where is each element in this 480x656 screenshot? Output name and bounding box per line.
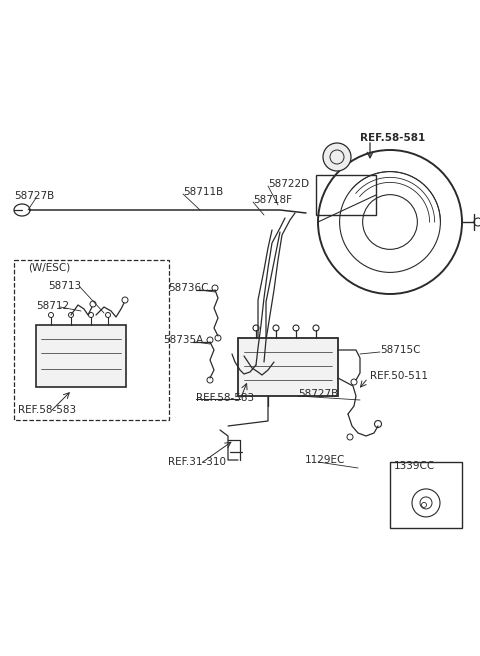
Circle shape xyxy=(323,143,351,171)
Text: 1129EC: 1129EC xyxy=(305,455,346,465)
Text: 58715C: 58715C xyxy=(380,345,420,355)
Text: 1339CC: 1339CC xyxy=(394,461,435,471)
Bar xyxy=(238,338,338,396)
Text: REF.58-581: REF.58-581 xyxy=(360,133,425,143)
Text: 58718F: 58718F xyxy=(253,195,292,205)
Text: 58727B: 58727B xyxy=(298,389,338,399)
Text: REF.58-583: REF.58-583 xyxy=(196,393,254,403)
Text: REF.31-310: REF.31-310 xyxy=(168,457,226,467)
Text: 58713: 58713 xyxy=(48,281,81,291)
Text: 58712: 58712 xyxy=(36,301,69,311)
Bar xyxy=(390,462,462,528)
Text: 58711B: 58711B xyxy=(183,187,223,197)
Text: 58727B: 58727B xyxy=(14,191,54,201)
Bar xyxy=(36,325,126,387)
Bar xyxy=(316,175,376,215)
Text: REF.58-583: REF.58-583 xyxy=(18,405,76,415)
Bar xyxy=(14,260,169,420)
Text: 58736C: 58736C xyxy=(168,283,208,293)
Text: REF.50-511: REF.50-511 xyxy=(370,371,428,381)
Text: 58722D: 58722D xyxy=(268,179,309,189)
Text: (W/ESC): (W/ESC) xyxy=(28,263,70,273)
Text: 58735A: 58735A xyxy=(163,335,203,345)
